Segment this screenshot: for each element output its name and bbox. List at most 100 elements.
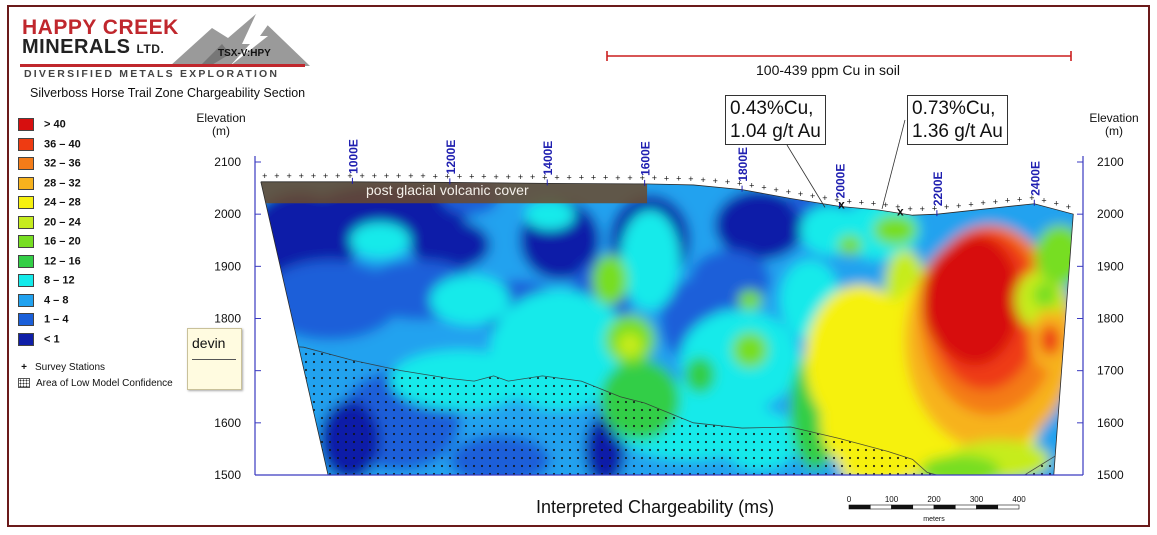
y-tick-label-right: 2000 [1097,207,1124,221]
legend-item: 1 – 4 [18,313,68,326]
legend-label: 20 – 24 [44,216,81,228]
survey-station: + [786,187,791,197]
logo-minerals: MINERALS [22,36,131,58]
survey-station: + [335,171,340,181]
legend-swatch [18,137,34,151]
station-label: 1200E [444,140,458,175]
scale-segment [848,504,871,510]
y-tick-label-right: 1800 [1097,312,1124,326]
chargeability-blob [410,220,490,270]
survey-station: + [810,191,815,201]
soil-anomaly-label: 100-439 ppm Cu in soil [756,62,900,78]
logo-ltd: LTD. [136,42,165,56]
chargeability-blob [430,275,510,325]
chargeability-blob [1033,283,1057,307]
survey-station: + [396,171,401,181]
survey-station: + [420,171,425,181]
survey-station: + [847,196,852,206]
survey-station: + [883,200,888,210]
legend-swatch [18,254,34,268]
survey-station: + [469,172,474,182]
legend-item: > 40 [18,118,66,131]
symbol-legend: + Survey Stations Area of Low Model Confi… [18,362,173,394]
chargeability-blob [350,222,410,258]
survey-station: + [968,200,973,210]
overlay-annotations: + + + + + + + + + + + + + + + + + + + + + + + + + + + + + + + + + + + + + + + +… [262,51,1072,218]
survey-station: + [579,173,584,183]
survey-station: + [920,204,925,214]
logo-name-line2: MINERALS LTD. [22,36,164,59]
survey-station: + [956,201,961,211]
legend-item: 36 – 40 [18,137,81,151]
survey-station: + [372,171,377,181]
scale-label: 300 [970,495,984,504]
y-axis-title-right: Elevation (m) [1084,112,1144,138]
chargeability-blob [1040,325,1060,355]
x-axis-title: Interpreted Chargeability (ms) [536,497,775,517]
survey-station: + [603,173,608,183]
legend-item: 32 – 36 [18,157,81,170]
y-axis-title-left: Elevation (m) [193,112,249,138]
chargeability-blob [618,333,642,357]
legend-item: 28 – 32 [18,176,81,190]
y-axis-title-right-line1: Elevation [1089,111,1139,125]
survey-station: + [895,202,900,212]
station-label: 2400E [1028,161,1042,196]
y-tick-label-right: 1500 [1097,468,1124,482]
survey-station: + [688,174,693,184]
survey-station: + [713,176,718,186]
chargeability-blob [685,357,715,393]
scale-unit: meters [923,516,945,523]
station-label: 1000E [346,139,360,174]
legend-swatch [18,176,34,190]
chargeability-field [260,181,1074,475]
low-confidence-area [260,344,1069,475]
legend-swatch [18,313,34,326]
logo-name-line1: HAPPY CREEK [22,16,179,39]
survey-station: + [1029,193,1034,203]
y-tick-label-right: 2100 [1097,155,1124,169]
survey-station: + [725,177,730,187]
chargeability-blob [1035,225,1074,285]
survey-station: + [700,175,705,185]
survey-station: + [433,171,438,181]
legend-label: 32 – 36 [44,157,81,170]
chargeability-blob [592,255,628,305]
assay-site-1: x [838,198,845,212]
chargeability-blob [838,235,862,255]
scale-segment [891,504,914,510]
station-label: 1400E [541,141,555,176]
survey-station: + [518,172,523,182]
sticky-note[interactable]: devin [187,328,242,390]
y-tick-label-left: 1600 [214,416,241,430]
legend-label: 8 – 12 [44,274,75,287]
section-title: Silverboss Horse Trail Zone Chargeabilit… [30,86,306,100]
legend-item: 20 – 24 [18,215,81,229]
survey-station: + [481,172,486,182]
scale-label: 100 [885,495,899,504]
y-tick-label-left: 2000 [214,207,241,221]
y-tick-label-left: 2100 [214,155,241,169]
survey-station: + [944,202,949,212]
legend-swatch [18,332,34,346]
dot-pattern-icon [18,378,30,389]
y-axis-title-left-line2: (m) [212,124,230,138]
volcanic-cover-band [260,181,648,204]
legend-label: 24 – 28 [44,196,81,209]
legend-low-confidence-label: Area of Low Model Confidence [36,378,173,389]
sticky-note-rule [192,359,236,360]
scale-segment [954,504,977,510]
survey-station: + [834,195,839,205]
callout-1-leader [786,144,826,208]
sticky-note-text: devin [192,335,226,351]
survey-station: + [652,173,657,183]
survey-station: + [506,172,511,182]
assay-callout-2: 0.73%Cu, 1.36 g/t Au [907,95,1008,145]
chargeability-blob [732,332,768,368]
survey-station: + [384,171,389,181]
y-tick-label-right: 1900 [1097,259,1124,273]
scale-label: 200 [927,495,941,504]
scale-bar: 0 100 200 300 400 meters [847,495,1026,523]
survey-station: + [311,171,316,181]
chargeability-blob [620,210,680,310]
